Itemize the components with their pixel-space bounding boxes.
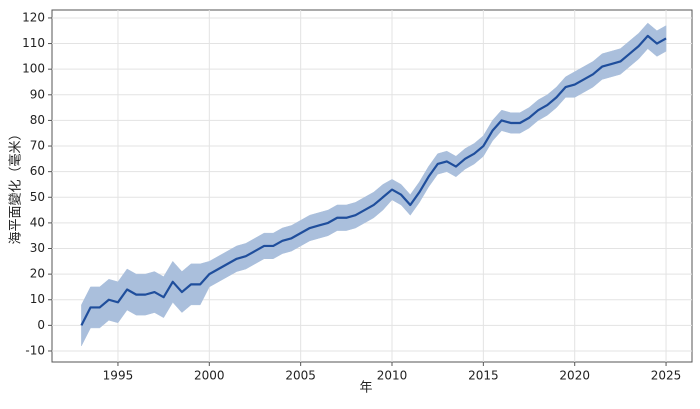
y-tick-label: 120 xyxy=(22,10,45,24)
y-tick-label: 30 xyxy=(30,241,45,255)
y-tick-label: -10 xyxy=(25,343,45,357)
sea-level-line xyxy=(80,34,667,326)
x-tick-label: 1995 xyxy=(103,369,134,383)
y-tick-label: 10 xyxy=(30,292,45,306)
y-tick-label: 0 xyxy=(37,318,45,332)
y-tick-label: 90 xyxy=(30,87,45,101)
y-tick-label: 80 xyxy=(30,113,45,127)
x-tick-label: 2020 xyxy=(559,369,590,383)
uncertainty-band xyxy=(81,22,667,346)
y-tick-label: 70 xyxy=(30,139,45,153)
y-tick-label: 110 xyxy=(22,36,45,50)
x-axis-label: 年 xyxy=(359,381,372,396)
y-tick-label: 40 xyxy=(30,215,45,229)
y-tick-label: 60 xyxy=(30,164,45,178)
y-axis-label: 海平面變化（毫米） xyxy=(8,127,24,244)
x-tick-label: 2005 xyxy=(285,369,316,383)
y-tick-label: 100 xyxy=(22,62,45,76)
y-tick-label: 20 xyxy=(30,267,45,281)
x-tick-label: 2010 xyxy=(377,369,408,383)
y-tick-label: 50 xyxy=(30,190,45,204)
x-tick-label: 2000 xyxy=(194,369,225,383)
x-tick-label: 2015 xyxy=(468,369,499,383)
grid xyxy=(52,10,692,362)
x-tick-label: 2025 xyxy=(651,369,682,383)
